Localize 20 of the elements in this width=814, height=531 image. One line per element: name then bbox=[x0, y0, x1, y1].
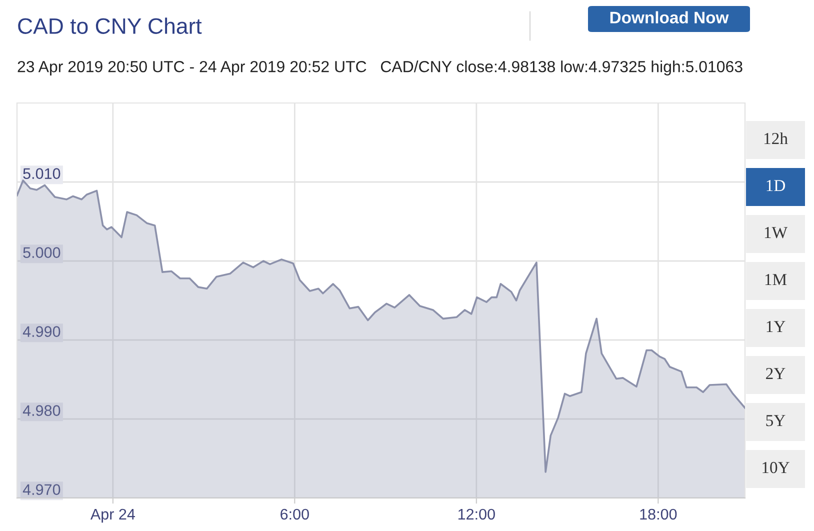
y-tick-label: 5.010 bbox=[23, 168, 60, 179]
category-label: 1W bbox=[764, 227, 788, 238]
text: Download Now bbox=[610, 11, 729, 24]
chart-subtitle: 23 Apr 2019 20:50 UTC - 24 Apr 2019 20:52 UTC CAD/CNY close:4.98138 low:4.97325 high:5.01063 bbox=[18, 60, 742, 76]
x-tick-label: 12:00 bbox=[458, 508, 495, 520]
y-tick-label: 4.990 bbox=[22, 326, 60, 337]
chart-title: CAD to CNY Chart bbox=[18, 18, 202, 34]
category-label: 2Y bbox=[766, 368, 786, 380]
category-label: 5Y bbox=[766, 415, 786, 426]
y-tick-label: 4.970 bbox=[22, 484, 60, 495]
category-label: 1M bbox=[765, 274, 787, 286]
x-tick-label: 6:00 bbox=[280, 508, 309, 520]
x-tick-label: Apr 24 bbox=[90, 508, 135, 523]
x-tick-label: 18:00 bbox=[640, 508, 677, 520]
category-label: 10Y bbox=[762, 462, 790, 474]
y-tick-label: 5.000 bbox=[23, 247, 60, 258]
category-label: 12h bbox=[764, 132, 788, 144]
category-label: 1D bbox=[766, 180, 786, 192]
category-label: 1Y bbox=[766, 321, 786, 332]
y-tick-label: 4.980 bbox=[22, 405, 60, 416]
